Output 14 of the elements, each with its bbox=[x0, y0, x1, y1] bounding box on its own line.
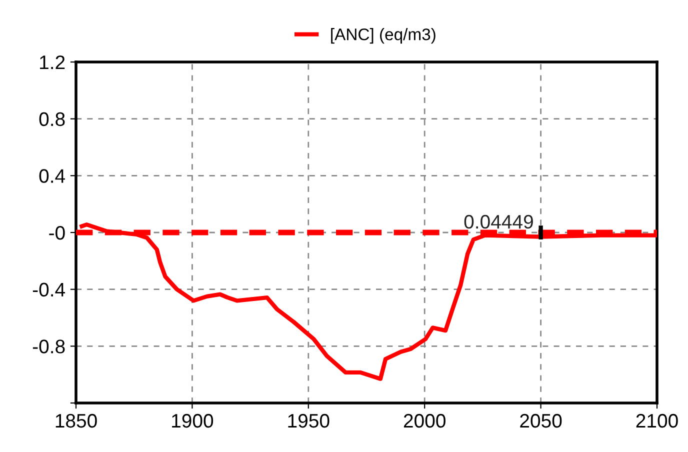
x-tick-label: 1900 bbox=[172, 414, 214, 428]
x-tick-label: 2000 bbox=[404, 414, 446, 428]
y-tick-label: 0.8 bbox=[39, 112, 65, 126]
legend-label: [ANC] (eq/m3) bbox=[331, 28, 436, 44]
y-tick-label: 1.2 bbox=[40, 55, 65, 70]
y-tick-label: -0 bbox=[49, 226, 65, 240]
x-tick-label: 1850 bbox=[56, 414, 97, 428]
annotation: 0.04449 bbox=[464, 214, 533, 229]
y-tick-label: -0.8 bbox=[32, 340, 65, 354]
y-tick-label: 0.4 bbox=[39, 169, 66, 183]
y-tick-label: -0.4 bbox=[32, 282, 66, 297]
x-tick-label: 1950 bbox=[288, 414, 330, 428]
x-tick-label: 2100 bbox=[636, 414, 678, 428]
x-tick-label: 2050 bbox=[520, 414, 562, 428]
